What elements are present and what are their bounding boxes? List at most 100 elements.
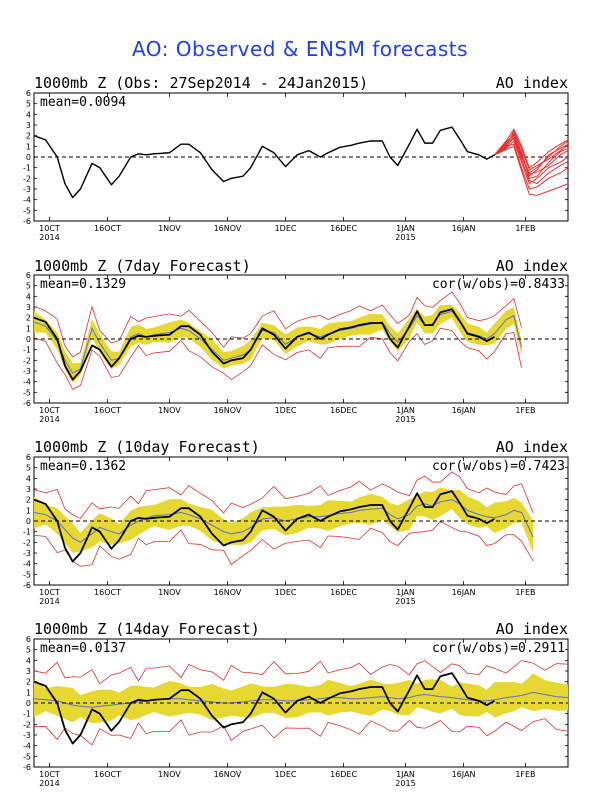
ensemble-envelope-lower [33,521,534,567]
y-tick-label: -6 [23,217,31,226]
observed-ao-line [33,672,495,745]
y-tick-label: -5 [23,570,31,579]
x-tick-label: 1DEC [275,224,297,233]
y-tick-label: 6 [26,271,31,280]
y-tick-label: 6 [26,453,31,462]
y-tick-label: 3 [26,303,31,312]
ensemble-spread-band [34,304,522,383]
index-label: AO index [495,257,568,275]
x-tick-label: 1JAN [396,588,415,597]
x-tick-label: 2015 [395,415,415,424]
x-tick-label: 16DEC [330,588,357,597]
x-tick-label: 16OCT [94,588,121,597]
x-tick-label: 2014 [39,415,59,424]
x-tick-label: 1FEB [515,588,535,597]
x-tick-label: 1NOV [158,770,181,779]
y-tick-label: 3 [26,121,31,130]
x-tick-label: 1FEB [515,406,535,415]
x-tick-label: 16JAN [452,224,476,233]
index-label: AO index [495,74,568,92]
y-tick-label: -3 [23,549,31,558]
y-tick-label: 5 [26,100,31,109]
ensemble-member-line-5 [494,143,569,190]
y-tick-label: -1 [23,528,31,537]
panel-title: 1000mb Z (14day Forecast) [34,620,260,638]
y-tick-label: -5 [23,206,31,215]
x-tick-label: 16JAN [452,588,476,597]
x-tick-label: 1JAN [396,770,415,779]
ensemble-member-line-6 [494,134,569,178]
y-tick-label: 4 [26,292,31,301]
ensemble-envelope-lower [33,327,522,390]
y-tick-label: 3 [26,485,31,494]
correlation-label: cor(w/obs)=0.7423 [432,459,565,474]
ensemble-envelope-upper [33,291,522,358]
y-tick-label: 1 [26,688,31,697]
y-tick-label: -3 [23,731,31,740]
y-tick-label: 0 [26,517,31,526]
panel-title: 1000mb Z (Obs: 27Sep2014 - 24Jan2015) [34,74,369,92]
x-tick-label: 1NOV [158,224,181,233]
y-tick-label: 5 [26,646,31,655]
ensemble-member-line-8 [494,130,569,171]
x-tick-label: 1FEB [515,224,535,233]
y-tick-label: -1 [23,164,31,173]
page-title: AO: Observed & ENSM forecasts [131,37,469,61]
y-tick-label: -4 [23,378,31,387]
ensemble-member-line-10 [494,133,569,175]
x-tick-label: 16NOV [214,588,242,597]
y-tick-label: 1 [26,142,31,151]
x-tick-label: 1JAN [396,406,415,415]
x-tick-label: 10CT [39,406,60,415]
ensemble-member-line-4 [494,128,569,169]
y-tick-label: 6 [26,89,31,98]
y-tick-label: -5 [23,752,31,761]
y-tick-label: 0 [26,699,31,708]
y-tick-label: 3 [26,667,31,676]
y-tick-label: -1 [23,346,31,355]
x-tick-label: 2015 [395,597,415,606]
y-tick-label: 4 [26,474,31,483]
panel-header-obs: 1000mb Z (Obs: 27Sep2014 - 24Jan2015) AO… [34,74,568,92]
y-tick-label: -2 [23,538,31,547]
x-tick-label: 16DEC [330,406,357,415]
correlation-label: cor(w/obs)=0.2911 [432,641,565,656]
y-tick-label: 2 [26,314,31,323]
x-tick-label: 1NOV [158,588,181,597]
ensemble-member-line-7 [494,138,569,185]
panel-header-10day: 1000mb Z (10day Forecast) AO index [34,438,568,456]
x-tick-label: 16OCT [94,406,121,415]
y-tick-label: -2 [23,720,31,729]
y-tick-label: -6 [23,763,31,772]
y-tick-label: -4 [23,560,31,569]
y-tick-label: 6 [26,635,31,644]
y-tick-label: 4 [26,656,31,665]
panel-title: 1000mb Z (10day Forecast) [34,438,260,456]
x-tick-label: 16OCT [94,224,121,233]
x-tick-label: 10CT [39,770,60,779]
y-tick-label: -2 [23,174,31,183]
panel-header-7day: 1000mb Z (7day Forecast) AO index [34,257,568,275]
y-tick-label: -3 [23,185,31,194]
panel-header-14day: 1000mb Z (14day Forecast) AO index [34,620,568,638]
x-tick-label: 1DEC [275,770,297,779]
y-tick-label: 5 [26,282,31,291]
x-tick-label: 10CT [39,224,60,233]
x-tick-label: 1DEC [275,588,297,597]
x-tick-label: 2014 [39,597,59,606]
y-tick-label: -1 [23,710,31,719]
panel-title: 1000mb Z (7day Forecast) [34,257,251,275]
x-tick-label: 1JAN [396,224,415,233]
y-tick-label: 4 [26,110,31,119]
y-tick-label: -6 [23,581,31,590]
y-tick-label: 0 [26,153,31,162]
mean-label: mean=0.1329 [40,277,126,292]
mean-label: mean=0.1362 [40,459,126,474]
observed-ao-line [33,490,495,563]
y-tick-label: 1 [26,324,31,333]
ensemble-mean-line [33,310,523,374]
y-tick-label: 1 [26,506,31,515]
y-tick-label: -4 [23,196,31,205]
